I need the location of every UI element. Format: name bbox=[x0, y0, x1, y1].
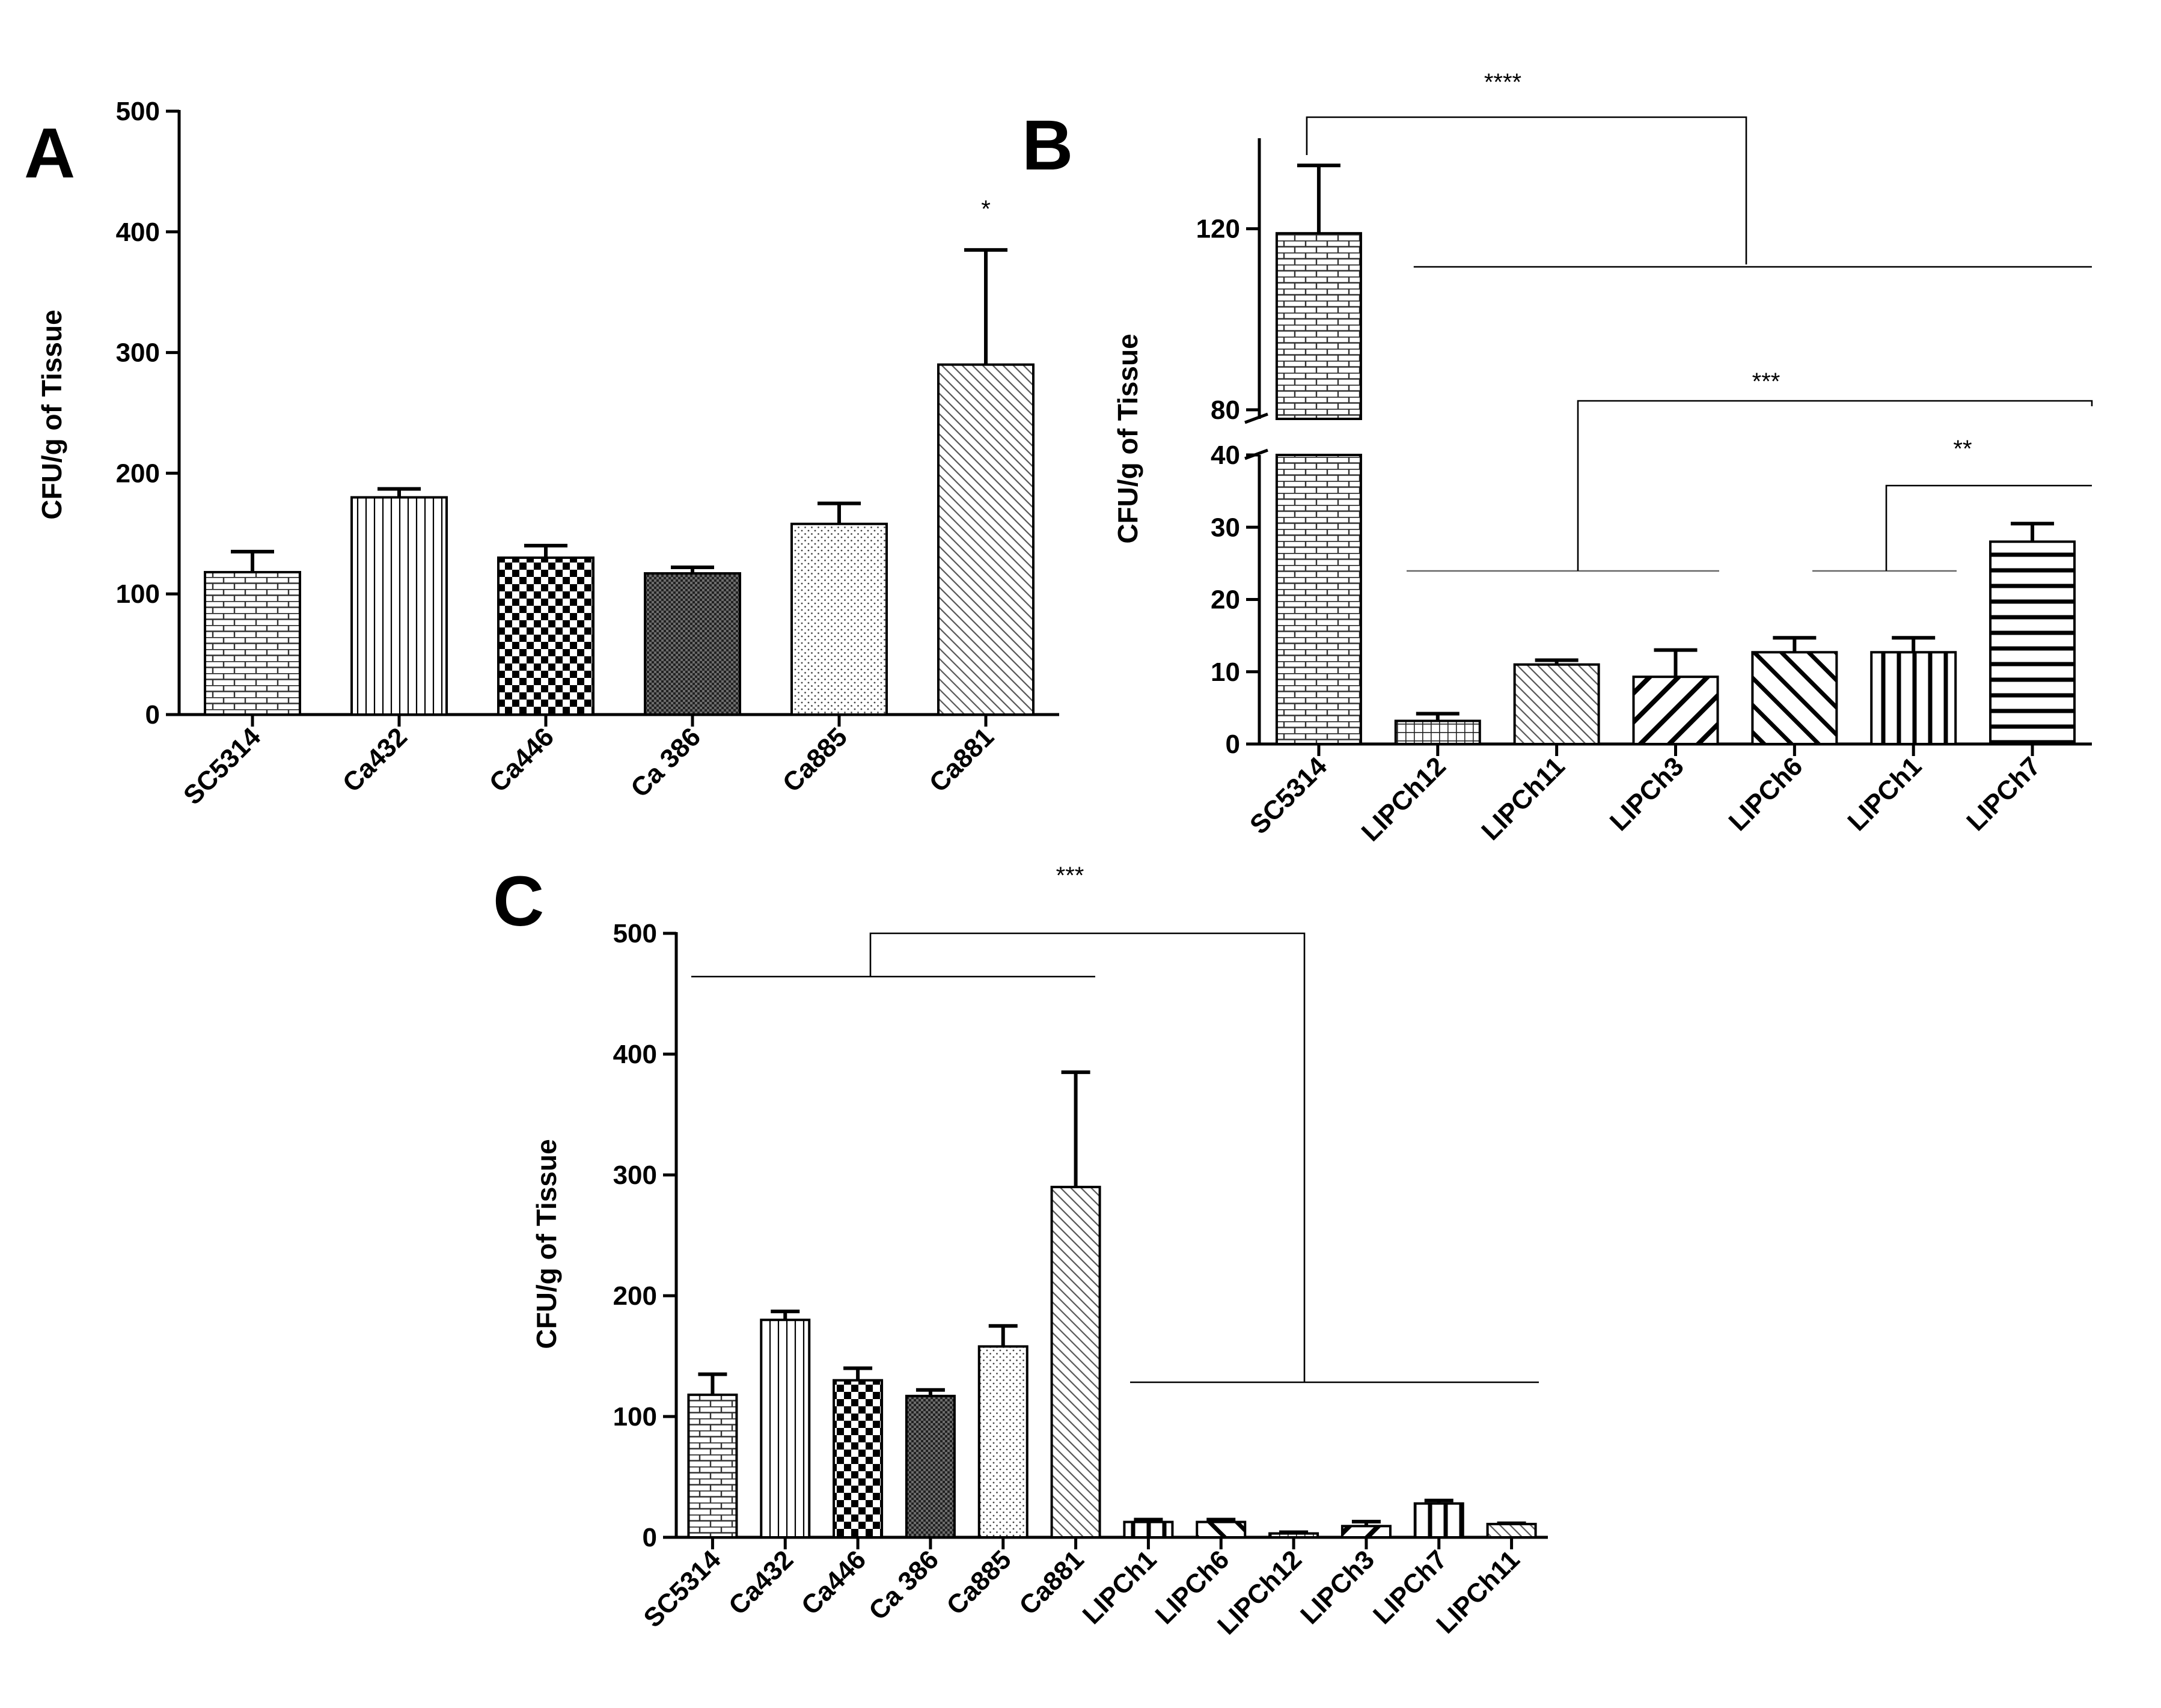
bar-c-lipch6 bbox=[1196, 1520, 1247, 1539]
bar-a-sc5314 bbox=[204, 571, 301, 716]
x-label-c-ca432: Ca432 bbox=[723, 1545, 799, 1620]
bar-c-lipch1 bbox=[1123, 1520, 1174, 1539]
x-label-c-sc5314: SC5314 bbox=[638, 1545, 726, 1633]
bar-c-ca-386 bbox=[905, 1394, 956, 1539]
panel-b: B 0 10 20 30 40 80 120 CFU/g of Tissue SC5314 LIPC… bbox=[1022, 69, 2093, 847]
bar-a-ca-386 bbox=[644, 572, 741, 716]
y-tick-label-c: 0 bbox=[643, 1523, 657, 1552]
y-tick-label-b: 10 bbox=[1211, 657, 1240, 687]
bar-c-ca446 bbox=[833, 1379, 884, 1539]
bar-c-lipch3 bbox=[1340, 1525, 1392, 1539]
bar-a-ca881 bbox=[937, 363, 1035, 716]
panel-letter-c: C bbox=[493, 862, 544, 941]
x-label-c-lipch3: LIPCh3 bbox=[1295, 1545, 1380, 1630]
y-tick-label-c: 500 bbox=[613, 919, 657, 948]
y-axis-label-b: CFU/g of Tissue bbox=[1112, 334, 1143, 543]
x-label-a-sc5314: SC5314 bbox=[178, 722, 266, 810]
bar-b-lipch12 bbox=[1394, 719, 1481, 746]
bar-b-sc5314-upper bbox=[1275, 232, 1362, 420]
significance-label-b-3: ** bbox=[1953, 436, 1972, 462]
x-label-b-sc5314: SC5314 bbox=[1244, 751, 1333, 840]
significance-label-b-1: **** bbox=[1484, 69, 1521, 96]
bar-a-ca446 bbox=[497, 556, 595, 716]
panel-letter-b: B bbox=[1022, 106, 1073, 185]
y-tick-label-a: 200 bbox=[116, 459, 160, 488]
bar-c-lipch11 bbox=[1486, 1522, 1537, 1539]
bar-c-lipch7 bbox=[1413, 1502, 1464, 1539]
y-tick-label-c: 100 bbox=[613, 1402, 657, 1432]
x-label-b-lipch3: LIPCh3 bbox=[1604, 751, 1690, 837]
y-axis-label-a: CFU/g of Tissue bbox=[36, 310, 67, 519]
x-label-c-ca446: Ca446 bbox=[796, 1545, 872, 1620]
y-tick-label-b: 0 bbox=[1226, 730, 1240, 759]
bar-b-lipch6 bbox=[1751, 651, 1838, 745]
bar-b-sc5314-lower bbox=[1275, 454, 1362, 745]
significance-bracket-c bbox=[869, 932, 1306, 1382]
significance-label-c: *** bbox=[1056, 862, 1084, 889]
bar-b-lipch1 bbox=[1870, 651, 1957, 745]
bar-b-lipch7 bbox=[1989, 540, 2076, 745]
bar-b-lipch3 bbox=[1632, 676, 1719, 745]
y-tick-label-a: 0 bbox=[145, 700, 160, 730]
bar-c-ca881 bbox=[1050, 1186, 1101, 1539]
x-label-b-lipch11: LIPCh11 bbox=[1476, 751, 1570, 846]
x-label-a-ca885: Ca885 bbox=[777, 722, 853, 798]
panel-a: A 0 100 200 300 400 500 CFU/g of Tissue SC5314 Ca… bbox=[24, 97, 1059, 811]
y-tick-label-a: 100 bbox=[116, 579, 160, 609]
x-label-c-ca-386: Ca 386 bbox=[863, 1545, 944, 1626]
x-label-b-lipch7: LIPCh7 bbox=[1961, 751, 2046, 837]
significance-bracket-b-3 bbox=[1885, 484, 2092, 571]
x-label-b-lipch6: LIPCh6 bbox=[1723, 751, 1809, 837]
x-label-b-lipch1: LIPCh1 bbox=[1842, 751, 1927, 837]
bar-c-lipch12 bbox=[1268, 1532, 1319, 1539]
x-label-c-lipch1: LIPCh1 bbox=[1077, 1545, 1163, 1630]
x-label-c-ca885: Ca885 bbox=[941, 1545, 1016, 1620]
y-tick-label-c: 200 bbox=[613, 1281, 657, 1311]
bar-b-lipch11 bbox=[1513, 663, 1600, 745]
y-axis-label-c: CFU/g of Tissue bbox=[531, 1139, 562, 1349]
y-tick-label-b: 80 bbox=[1211, 395, 1240, 425]
x-label-a-ca446: Ca446 bbox=[484, 722, 560, 798]
y-tick-label-b: 40 bbox=[1211, 441, 1240, 470]
significance-label-b-2: *** bbox=[1752, 368, 1780, 395]
bar-a-ca885 bbox=[790, 522, 888, 716]
x-label-b-lipch12: LIPCh12 bbox=[1356, 751, 1452, 847]
y-tick-label-a: 400 bbox=[116, 218, 160, 247]
axis-break-mark-b bbox=[1244, 412, 1268, 424]
panel-letter-a: A bbox=[24, 114, 75, 193]
y-tick-label-a: 300 bbox=[116, 338, 160, 368]
x-label-a-ca-386: Ca 386 bbox=[625, 722, 706, 803]
y-tick-label-c: 300 bbox=[613, 1161, 657, 1190]
bar-c-ca885 bbox=[977, 1345, 1029, 1539]
significance-bracket-b-2 bbox=[1577, 400, 2093, 571]
significance-label-a: * bbox=[981, 196, 991, 222]
y-tick-label-a: 500 bbox=[116, 97, 160, 126]
significance-bracket-b-1 bbox=[1306, 116, 1747, 264]
y-tick-label-b: 20 bbox=[1211, 585, 1240, 615]
y-tick-label-c: 400 bbox=[613, 1040, 657, 1069]
x-label-a-ca881: Ca881 bbox=[924, 722, 1000, 798]
x-label-a-ca432: Ca432 bbox=[337, 722, 413, 798]
bar-c-ca432 bbox=[760, 1319, 811, 1539]
bar-a-ca432 bbox=[350, 496, 448, 716]
y-tick-label-b: 30 bbox=[1211, 513, 1240, 542]
bar-c-sc5314 bbox=[687, 1393, 738, 1539]
y-tick-label-b: 120 bbox=[1196, 215, 1240, 244]
